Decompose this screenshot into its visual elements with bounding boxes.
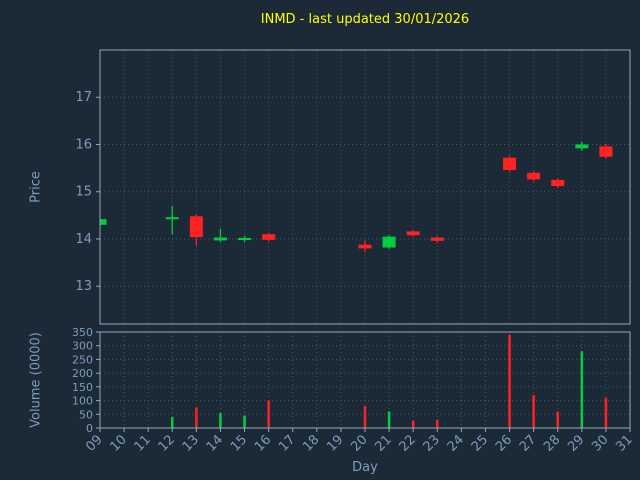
svg-text:30: 30 xyxy=(589,432,611,454)
svg-text:15: 15 xyxy=(228,432,250,454)
svg-text:23: 23 xyxy=(421,432,443,454)
svg-text:11: 11 xyxy=(132,432,154,454)
svg-text:20: 20 xyxy=(348,432,370,454)
svg-text:350: 350 xyxy=(72,326,93,339)
candles xyxy=(100,141,613,252)
svg-text:24: 24 xyxy=(445,432,467,454)
svg-text:28: 28 xyxy=(541,432,563,454)
svg-text:14: 14 xyxy=(204,432,226,454)
chart-title: INMD - last updated 30/01/2026 xyxy=(260,12,470,27)
svg-text:12: 12 xyxy=(156,432,178,454)
volume-axis-label: Volume (0000) xyxy=(28,332,44,428)
svg-text:19: 19 xyxy=(324,432,346,454)
svg-text:0: 0 xyxy=(86,422,93,435)
svg-text:25: 25 xyxy=(469,432,491,454)
svg-text:300: 300 xyxy=(72,340,93,353)
svg-text:14: 14 xyxy=(75,232,92,247)
svg-text:200: 200 xyxy=(72,367,93,380)
svg-text:16: 16 xyxy=(75,137,92,152)
svg-text:29: 29 xyxy=(565,432,587,454)
x-axis-label: Day xyxy=(352,460,378,475)
svg-text:17: 17 xyxy=(276,432,298,454)
svg-text:250: 250 xyxy=(72,353,93,366)
svg-text:18: 18 xyxy=(300,432,322,454)
svg-text:26: 26 xyxy=(493,432,515,454)
svg-text:13: 13 xyxy=(180,432,202,454)
svg-text:150: 150 xyxy=(72,381,93,394)
svg-text:21: 21 xyxy=(372,432,394,454)
svg-text:17: 17 xyxy=(75,90,92,105)
volume-bars xyxy=(171,334,608,428)
svg-text:50: 50 xyxy=(79,408,93,421)
svg-text:10: 10 xyxy=(107,432,129,454)
svg-text:09: 09 xyxy=(83,432,105,454)
svg-text:22: 22 xyxy=(397,432,419,454)
price-axis-label: Price xyxy=(28,171,44,203)
svg-text:100: 100 xyxy=(72,395,93,408)
svg-text:27: 27 xyxy=(517,432,539,454)
svg-text:31: 31 xyxy=(613,432,635,454)
svg-text:15: 15 xyxy=(75,185,92,200)
svg-text:16: 16 xyxy=(252,432,274,454)
svg-text:13: 13 xyxy=(75,279,92,294)
